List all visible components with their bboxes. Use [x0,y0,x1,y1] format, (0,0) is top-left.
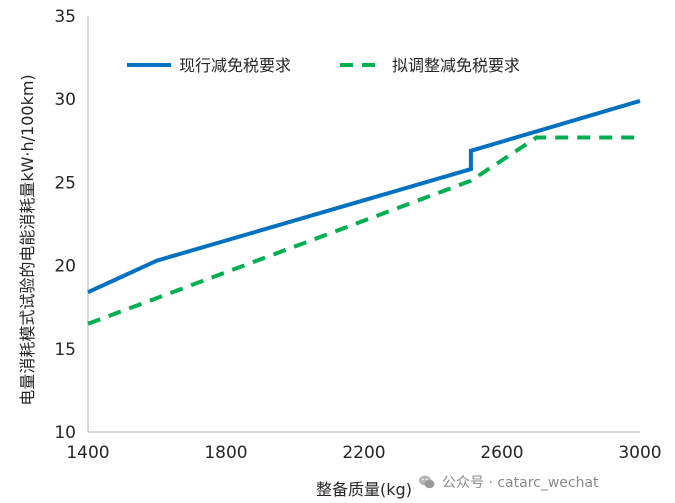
series-line-current [87,98,641,295]
wechat-icon [418,473,436,491]
x-axis-title: 整备质量(kg) [316,480,412,499]
series-layer [87,98,641,326]
watermark: 公众号 · catarc_wechat [412,470,605,494]
y-tick-label: 15 [54,340,76,360]
y-tick-label: 35 [54,7,76,27]
legend-label: 拟调整减免税要求 [392,56,520,75]
legend-label: 现行减免税要求 [179,56,291,75]
x-tick-label: 2200 [342,443,385,463]
legend: 现行减免税要求 拟调整减免税要求 [127,56,520,75]
y-tick-label: 25 [54,173,76,193]
x-tick-label: 3000 [618,443,661,463]
y-tick-labels: 10 15 20 25 30 35 [54,7,76,443]
y-tick-label: 10 [54,423,76,443]
y-tick-label: 20 [54,257,76,277]
series-line-adjusted [87,135,640,326]
x-tick-label: 2600 [480,443,523,463]
axes [87,16,640,433]
y-axis-title: 电量消耗模式试验的电能消耗量kW·h/100km) [18,74,37,405]
watermark-text: 公众号 · catarc_wechat [442,475,599,491]
x-tick-label: 1800 [204,443,247,463]
x-tick-labels: 1400 1800 2200 2600 3000 [66,443,661,463]
y-tick-label: 30 [54,90,76,110]
x-tick-label: 1400 [66,443,109,463]
